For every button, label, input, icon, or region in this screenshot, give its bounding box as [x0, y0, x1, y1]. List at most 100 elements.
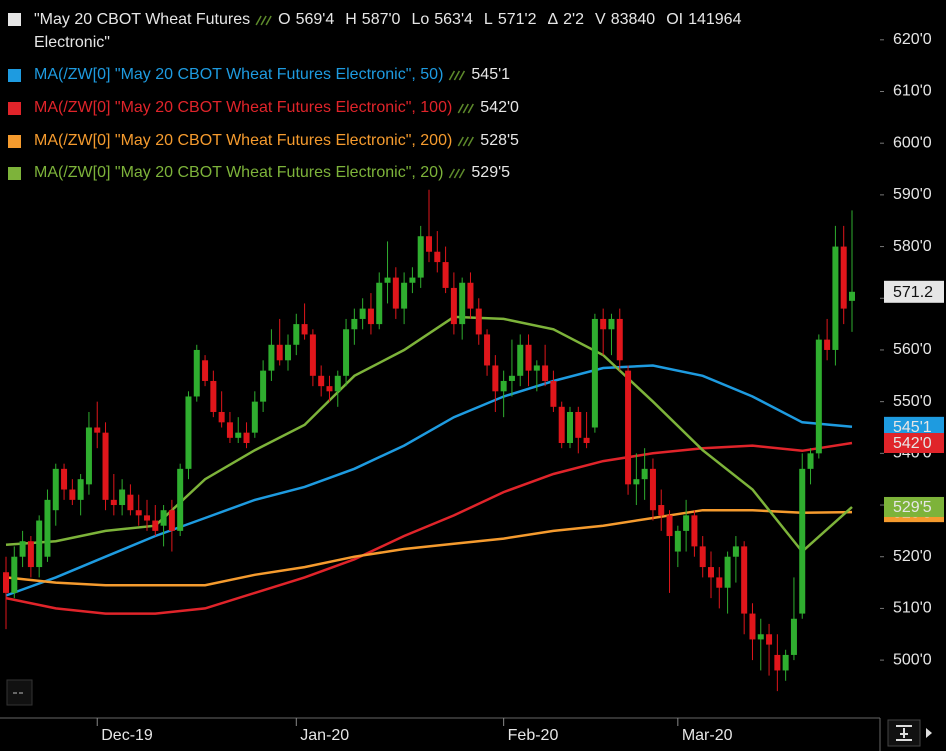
legend-name: MA(/ZW[0] "May 20 CBOT Wheat Futures Ele… — [34, 66, 443, 83]
settings-glyph — [896, 725, 912, 741]
candle-body — [293, 324, 300, 345]
candle-body — [160, 510, 167, 526]
candle-body — [475, 308, 482, 335]
legend-value: 542'0 — [480, 99, 519, 116]
candle-body — [268, 344, 275, 371]
candle-body — [799, 468, 806, 614]
candle-body — [376, 282, 383, 325]
candle-body — [77, 479, 84, 500]
candle-body — [318, 375, 325, 387]
candle-body — [508, 375, 515, 381]
candle-body — [766, 634, 773, 645]
price-tag-label: 545'1 — [893, 419, 932, 436]
candle-body — [102, 432, 109, 500]
candle-body — [591, 318, 598, 428]
quote-value: 563'4 — [434, 11, 473, 28]
candle-body — [716, 577, 723, 588]
candle-body — [633, 479, 640, 485]
candle-body — [52, 468, 59, 511]
legend-value: 545'1 — [471, 66, 510, 83]
candle-body — [417, 236, 424, 278]
candle-body — [384, 277, 391, 283]
candle-body — [641, 468, 648, 480]
candle-body — [260, 370, 267, 402]
candle-body — [824, 339, 831, 350]
candle-body — [558, 406, 565, 443]
candle-body — [732, 546, 739, 557]
legend-value: 529'5 — [471, 164, 510, 181]
candle-body — [849, 291, 855, 301]
candle-body — [36, 520, 43, 568]
candle-body — [434, 251, 441, 263]
collapse-button[interactable] — [6, 679, 33, 706]
ma-line — [5, 441, 853, 615]
last-price-label: 571.2 — [893, 284, 933, 301]
candle-body — [666, 515, 673, 537]
x-tick-label: Dec-19 — [101, 727, 153, 744]
candle-body — [757, 634, 764, 640]
y-tick-label: 610'0 — [893, 83, 932, 100]
candle-body — [575, 411, 582, 438]
legend-swatch — [8, 69, 21, 82]
settings-arrow — [926, 728, 932, 738]
candle-body — [525, 344, 532, 371]
candle-body — [127, 494, 134, 511]
candle-body — [285, 344, 291, 361]
y-tick-label: 550'0 — [893, 393, 932, 410]
candle-body — [309, 334, 316, 376]
legend-icon — [448, 168, 466, 179]
y-tick-label: 510'0 — [893, 600, 932, 617]
quote-label: V — [595, 11, 606, 28]
candle-body — [251, 401, 258, 433]
last-price-tag — [884, 280, 944, 303]
candle-body — [583, 437, 590, 443]
y-tick-label: 580'0 — [893, 238, 932, 255]
quote-label: Δ — [547, 11, 558, 28]
candle-body — [467, 282, 474, 309]
candle-body — [492, 365, 499, 392]
candle-body — [276, 344, 283, 361]
axis-settings-button[interactable] — [887, 719, 932, 747]
quote-label: Lo — [411, 11, 429, 28]
price-tag — [884, 416, 944, 437]
candle-body — [144, 515, 150, 521]
candle-body — [226, 422, 233, 438]
candle-body — [3, 572, 9, 593]
quote-label: L — [484, 11, 493, 28]
candle-body — [110, 499, 117, 506]
quote-label: O — [278, 11, 290, 28]
candle-body — [616, 318, 623, 361]
candle-body — [343, 329, 350, 376]
candle-body — [749, 613, 756, 640]
candle-body — [542, 365, 549, 381]
candle-body — [426, 236, 432, 252]
candle-body — [27, 541, 34, 568]
price-tag-label: 529'5 — [893, 499, 932, 516]
candle-body — [185, 396, 192, 469]
candle-body — [334, 375, 341, 392]
candle-body — [193, 349, 200, 397]
price-tag-label: 542'0 — [893, 435, 932, 452]
candle-body — [392, 277, 399, 309]
candle-body — [674, 530, 681, 552]
candle-body — [782, 654, 789, 671]
candle-body — [658, 505, 665, 516]
legend-name: MA(/ZW[0] "May 20 CBOT Wheat Futures Ele… — [34, 164, 443, 181]
candle-body — [600, 318, 607, 330]
candle-body — [94, 427, 101, 433]
candle-body — [517, 344, 524, 376]
quote-value: 141964 — [688, 11, 741, 28]
legend-name: MA(/ZW[0] "May 20 CBOT Wheat Futures Ele… — [34, 132, 452, 149]
candle-body — [218, 411, 225, 423]
candle-body — [649, 468, 656, 511]
legend-swatch — [8, 135, 21, 148]
y-tick-label: 520'0 — [893, 548, 932, 565]
candle-body — [202, 360, 209, 381]
candle-body — [177, 468, 184, 531]
legend-name: MA(/ZW[0] "May 20 CBOT Wheat Futures Ele… — [34, 99, 452, 116]
candle-body — [550, 380, 557, 407]
candle-body — [774, 654, 781, 671]
candle-body — [450, 287, 457, 325]
candle-body — [85, 427, 92, 485]
candle-body — [815, 339, 822, 454]
